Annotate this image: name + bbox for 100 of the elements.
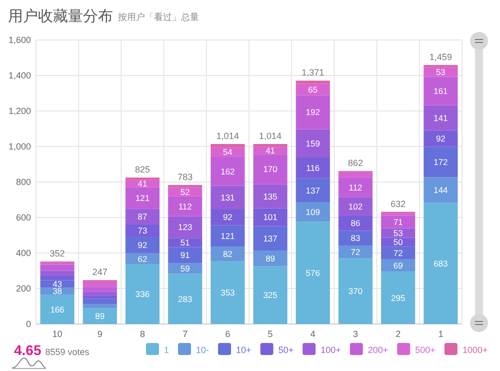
bar	[125, 237, 160, 254]
bar	[168, 187, 202, 196]
data-label: 121	[220, 231, 236, 242]
legend-label: 500+	[415, 345, 436, 355]
bar	[210, 186, 245, 209]
data-label: 50	[393, 237, 404, 248]
bar	[253, 226, 288, 251]
data-label: 192	[306, 107, 320, 118]
bar	[82, 296, 117, 299]
y-tick-label: 200	[16, 284, 31, 294]
bar	[338, 230, 373, 246]
x-tick-label: 3	[352, 329, 358, 339]
data-label: 295	[391, 292, 406, 303]
bar	[40, 294, 74, 324]
data-label: 82	[222, 249, 233, 260]
bar	[338, 246, 373, 258]
legend-label: 1	[164, 345, 170, 355]
bar	[253, 208, 288, 226]
total-label: 825	[134, 164, 150, 175]
data-label: 53	[436, 67, 446, 78]
bar	[82, 298, 117, 304]
bar	[253, 154, 288, 184]
bar	[125, 253, 160, 264]
data-label: 41	[138, 178, 148, 189]
bar	[82, 308, 117, 324]
bar	[40, 270, 74, 276]
bar	[424, 202, 458, 324]
bar	[210, 225, 245, 247]
bar	[253, 266, 288, 324]
x-tick-label: 2	[396, 329, 401, 339]
data-label: 86	[350, 218, 360, 228]
bar	[424, 76, 458, 106]
y-tick-label: 600	[16, 212, 31, 222]
data-label: 112	[178, 201, 192, 212]
data-label: 83	[350, 233, 360, 244]
bar	[296, 80, 330, 84]
text: 4.65	[14, 342, 42, 358]
data-label: 121	[135, 192, 150, 203]
bar	[381, 216, 416, 228]
data-label: 170	[263, 164, 278, 174]
data-label: 92	[222, 212, 233, 222]
total-label: 1,459	[429, 52, 452, 62]
data-label: 353	[220, 288, 236, 298]
data-label: 87	[138, 211, 148, 222]
total-label: 352	[50, 248, 65, 259]
chart-subtitle: 按用户「看过」总量	[118, 12, 199, 22]
x-tick-label: 5	[268, 329, 273, 339]
bar	[125, 224, 160, 238]
bar	[338, 197, 373, 216]
x-tick-label: 9	[97, 329, 102, 339]
bar	[125, 264, 160, 324]
total-label: 1,371	[302, 68, 324, 78]
bar	[296, 95, 330, 130]
data-label: 370	[348, 286, 363, 296]
data-label: 43	[52, 278, 62, 289]
legend-label: 200+	[368, 345, 388, 355]
data-label: 54	[222, 147, 233, 158]
bar	[210, 156, 245, 186]
data-label: 52	[180, 186, 190, 197]
x-tick-label: 4	[310, 329, 316, 339]
x-tick-label: 8	[140, 329, 146, 339]
data-label: 41	[266, 145, 276, 156]
bar	[338, 258, 373, 324]
y-tick-label: 1,400	[8, 70, 31, 80]
data-label: 65	[308, 84, 318, 94]
bar	[210, 208, 245, 226]
data-label: 92	[138, 240, 148, 250]
data-label: 141	[434, 112, 448, 123]
data-label: 72	[393, 248, 404, 258]
data-label: 62	[138, 254, 148, 264]
data-label: 162	[220, 166, 236, 176]
bar	[296, 178, 330, 202]
y-tick-label: 400	[16, 248, 31, 258]
bar	[296, 222, 330, 324]
legend-label: 50+	[278, 345, 294, 355]
data-label: 161	[434, 86, 448, 96]
y-tick-label: 800	[16, 177, 31, 187]
data-label: 336	[135, 289, 150, 300]
bar	[338, 216, 373, 231]
bar	[296, 202, 330, 222]
bar	[125, 187, 160, 209]
data-label: 72	[350, 246, 360, 257]
y-tick-label: 1,000	[8, 142, 31, 152]
data-label: 135	[263, 191, 278, 202]
bar	[168, 196, 202, 216]
data-label: 683	[434, 258, 448, 268]
bar	[296, 158, 330, 178]
data-label: 59	[180, 264, 190, 274]
bar	[253, 250, 288, 266]
total-label: 862	[348, 158, 364, 168]
data-label: 101	[263, 212, 278, 222]
data-label: 92	[436, 134, 446, 144]
bar	[338, 178, 373, 198]
bar	[168, 274, 202, 324]
bar	[125, 208, 160, 224]
data-label: 69	[393, 260, 404, 271]
bar	[210, 261, 245, 324]
legend-label: 10+	[236, 345, 252, 355]
bar	[296, 129, 330, 158]
data-label: 102	[348, 201, 363, 212]
